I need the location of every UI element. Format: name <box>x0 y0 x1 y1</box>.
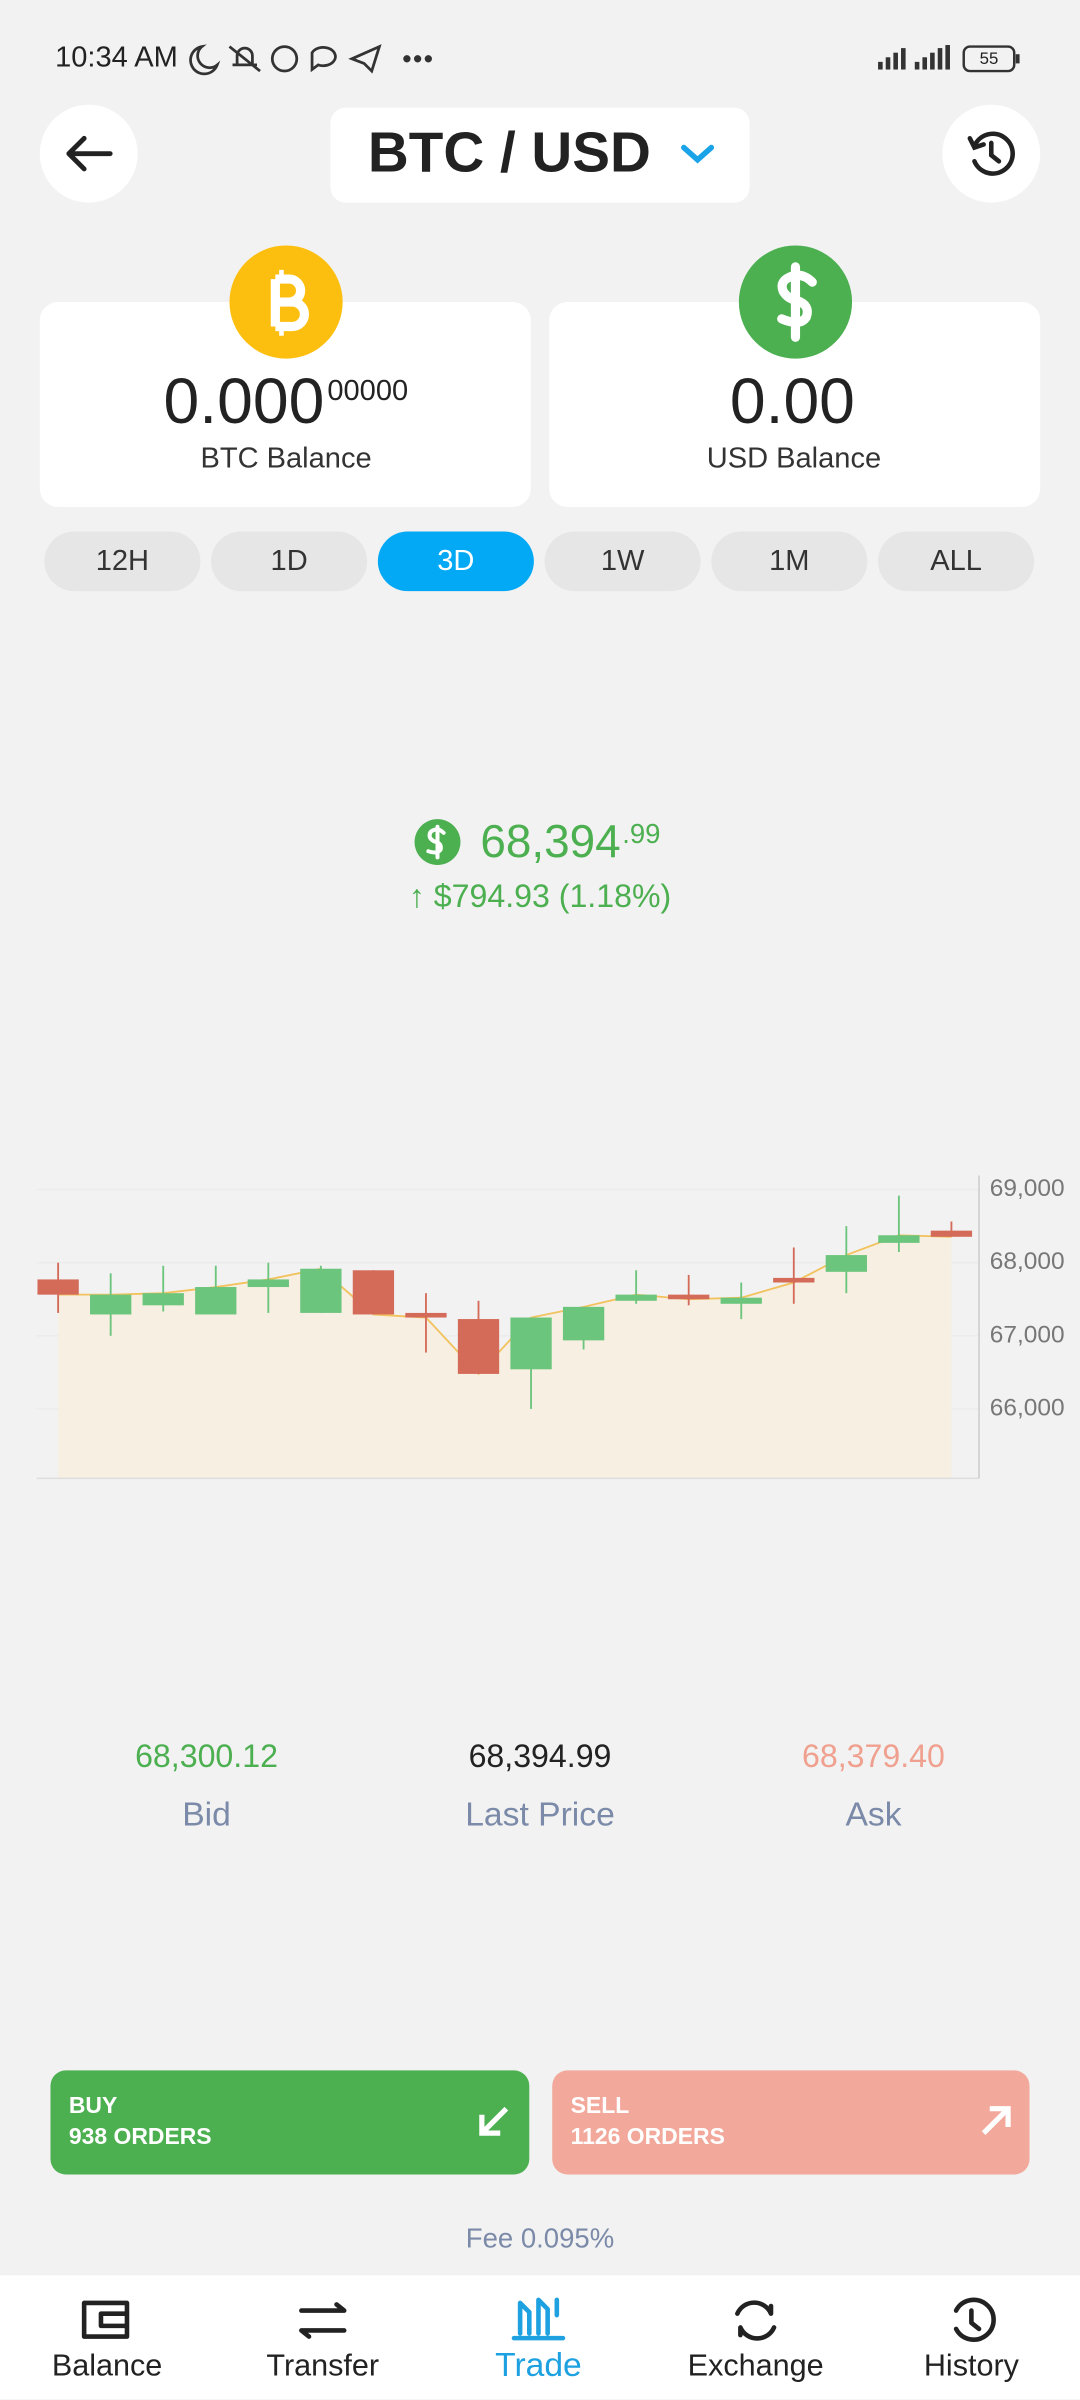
price-change: ↑ $794.93 (1.18%) <box>409 878 671 914</box>
nav-icon <box>299 2302 347 2339</box>
sell-arrow-icon <box>981 2106 1011 2135</box>
nav-icon <box>735 2300 777 2341</box>
pair-selector[interactable] <box>330 107 750 203</box>
quote-label: Last Price <box>465 1796 615 1833</box>
quote-label: Ask <box>845 1796 901 1833</box>
close-area <box>58 1235 952 1479</box>
quote-label: Bid <box>182 1796 231 1833</box>
candle-body <box>405 1312 447 1318</box>
back-arrow-icon <box>66 135 113 172</box>
range-tab-label: 3D <box>437 545 474 577</box>
nav-icon <box>511 2297 566 2341</box>
candle-body <box>300 1268 342 1313</box>
price-decimals: .99 <box>622 818 660 849</box>
btc-balance-card <box>39 302 531 508</box>
y-tick-label: 67,000 <box>990 1321 1065 1348</box>
nav-items: Balance Transfer Trade Exchange History <box>52 2297 1020 2384</box>
candle-body <box>142 1293 184 1306</box>
btc-amount: 0.000 <box>164 365 325 437</box>
candle-body <box>457 1319 500 1374</box>
quotes: 68,300.12 Bid 68,394.99 Last Price 68,379.40… <box>135 1738 945 1834</box>
candle-body <box>825 1255 867 1272</box>
quote-value: 68,379.40 <box>802 1738 945 1774</box>
nav-icon <box>81 2300 130 2339</box>
candle-body <box>90 1294 132 1315</box>
range-tab[interactable] <box>711 531 868 592</box>
battery-level: 55 <box>980 49 999 68</box>
btc-symbol <box>270 269 309 336</box>
nav-label: Exchange <box>688 2348 824 2382</box>
candle-body <box>510 1317 552 1370</box>
quote-value: 68,394.99 <box>469 1738 612 1774</box>
quote-value: 68,300.12 <box>135 1738 278 1774</box>
candle-body <box>668 1294 710 1300</box>
usd-amount: 0.00 <box>730 365 855 437</box>
usd-balance-card <box>549 302 1041 508</box>
nav-label: Transfer <box>266 2348 379 2382</box>
chevron-icon <box>681 144 715 164</box>
candle-body <box>615 1294 657 1301</box>
nav-label: History <box>924 2348 1020 2382</box>
range-tab[interactable] <box>878 531 1035 592</box>
range-tab[interactable] <box>544 531 701 592</box>
y-tick-label: 68,000 <box>990 1248 1065 1275</box>
candle-body <box>930 1230 973 1237</box>
history-icon <box>967 131 1015 176</box>
nav-icon <box>953 2297 996 2342</box>
signal-icons <box>878 45 950 70</box>
btc-balance-label: BTC Balance <box>200 442 371 474</box>
range-tab-label: ALL <box>930 545 982 577</box>
sell-orders: 1126 ORDERS <box>571 2123 725 2149</box>
price-integer: 68,394 <box>480 815 620 867</box>
buy-orders: 938 ORDERS <box>69 2123 212 2149</box>
battery-icon <box>962 45 1016 73</box>
buy-arrow-icon <box>479 2106 509 2136</box>
sell-button[interactable] <box>552 2070 1030 2175</box>
candle-body <box>37 1279 79 1295</box>
buy-button[interactable] <box>50 2070 530 2175</box>
candle-body <box>878 1235 920 1243</box>
range-tab[interactable] <box>44 531 201 592</box>
y-tick-label: 66,000 <box>990 1394 1065 1421</box>
range-tab-label: 1W <box>601 545 645 577</box>
nav-label: Trade <box>495 2347 582 2384</box>
btc-amount-fraction: 00000 <box>327 375 408 407</box>
range-tab-label: 1D <box>271 545 308 577</box>
status-icons <box>189 44 432 76</box>
candle-body <box>352 1270 395 1315</box>
range-tabs: 12H 1D 3D 1W 1M ALL <box>44 531 1035 592</box>
usd-balance-label: USD Balance <box>707 442 881 474</box>
candle-body <box>720 1297 762 1304</box>
candle-body <box>562 1306 605 1341</box>
status-time: 10:34 AM <box>55 41 178 73</box>
range-tab-label: 1M <box>769 545 809 577</box>
fee: Fee 0.095% <box>466 2222 614 2253</box>
sell-label: SELL <box>571 2092 630 2118</box>
usd-symbol <box>777 262 817 342</box>
buy-label: BUY <box>69 2092 117 2118</box>
range-tab[interactable] <box>377 531 534 592</box>
battery-tip <box>1015 54 1020 64</box>
nav-label: Balance <box>52 2348 163 2382</box>
candle-body <box>247 1279 289 1288</box>
range-tab-label: 12H <box>96 545 149 577</box>
y-tick-label: 69,000 <box>990 1175 1065 1202</box>
range-tab[interactable] <box>211 531 368 592</box>
candle-body <box>195 1287 237 1315</box>
candlestick-chart: 69,000 68,000 67,000 66,000 <box>36 1175 1065 1480</box>
pair-title: BTC / USD <box>368 121 651 184</box>
candle-body <box>773 1277 815 1283</box>
price-coin-symbol <box>426 824 446 860</box>
